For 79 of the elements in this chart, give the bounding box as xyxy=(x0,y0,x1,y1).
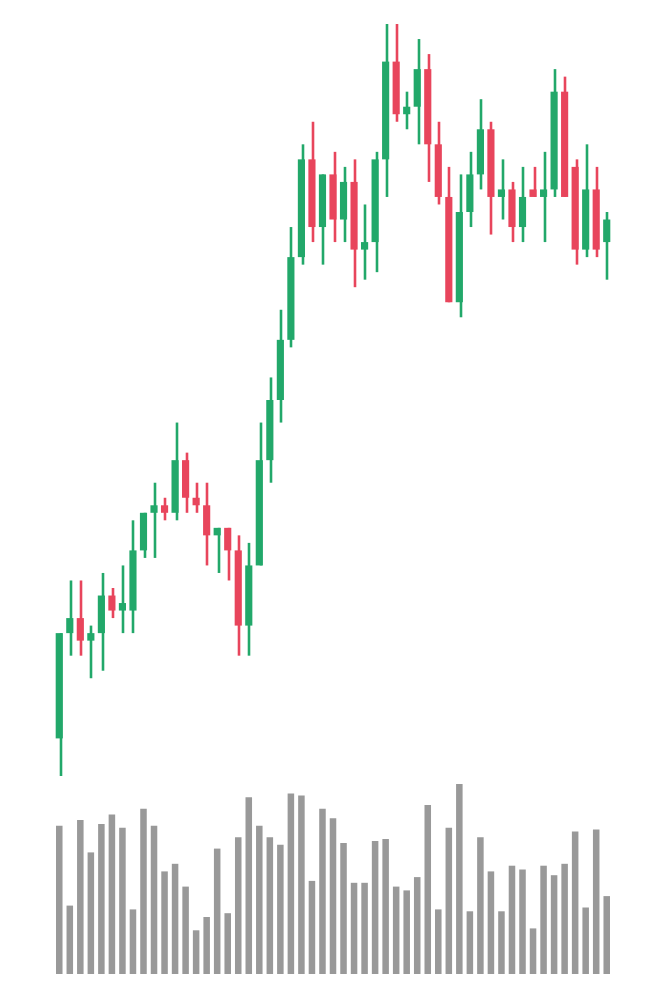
bar xyxy=(245,797,253,974)
bar xyxy=(477,837,484,974)
bar xyxy=(66,905,74,974)
bar xyxy=(435,909,442,974)
bar xyxy=(550,875,558,974)
bar xyxy=(361,882,368,974)
bar xyxy=(424,804,432,974)
bar xyxy=(256,825,263,974)
candlestick xyxy=(508,180,516,244)
bar xyxy=(87,852,95,974)
bar xyxy=(529,928,537,974)
bar xyxy=(340,842,347,974)
candlestick xyxy=(66,579,74,657)
candlestick xyxy=(192,481,200,515)
bar xyxy=(287,793,295,974)
candlestick xyxy=(213,526,221,575)
bar xyxy=(403,890,410,974)
bar xyxy=(56,825,63,974)
bar xyxy=(371,841,379,974)
bar xyxy=(77,820,84,974)
bar xyxy=(182,886,189,974)
bar xyxy=(540,865,547,974)
bar xyxy=(445,827,453,974)
bar xyxy=(329,818,337,974)
bar xyxy=(266,837,274,974)
bar xyxy=(382,839,389,974)
candlestick xyxy=(603,210,611,281)
candlestick xyxy=(139,511,148,560)
candlestick xyxy=(413,37,421,146)
bar xyxy=(508,865,516,974)
bar xyxy=(119,827,126,974)
candlestick xyxy=(108,586,116,620)
candlestick xyxy=(182,451,190,515)
bar xyxy=(234,837,242,974)
candlestick xyxy=(160,496,169,522)
candlestick xyxy=(339,165,348,244)
bar xyxy=(319,808,326,974)
bar xyxy=(203,917,210,974)
candlestick xyxy=(224,526,232,582)
bar xyxy=(140,808,147,974)
candlestick xyxy=(476,97,484,191)
bar xyxy=(592,829,600,974)
bar xyxy=(129,909,137,974)
candlestick xyxy=(361,203,369,281)
bar xyxy=(498,911,505,974)
candlestick xyxy=(539,150,548,244)
bar xyxy=(392,886,400,974)
bar xyxy=(108,814,116,974)
bar xyxy=(298,795,305,974)
bar xyxy=(192,930,200,974)
bar xyxy=(582,907,589,974)
bar xyxy=(350,882,358,974)
bar xyxy=(161,871,168,974)
bar xyxy=(456,784,463,974)
candlestick xyxy=(97,571,105,673)
bar xyxy=(150,825,158,974)
candlestick xyxy=(87,624,95,680)
bar xyxy=(224,913,231,974)
bar xyxy=(277,844,284,974)
bar xyxy=(213,848,221,974)
bar xyxy=(308,880,316,974)
bar xyxy=(98,823,105,974)
candlestick xyxy=(203,481,211,567)
candlestick xyxy=(403,90,411,131)
bar xyxy=(466,911,474,974)
bar xyxy=(171,863,179,974)
candlestick xyxy=(150,481,158,560)
candlestick xyxy=(497,158,506,221)
candlestick xyxy=(76,579,84,657)
candlestick xyxy=(329,150,337,244)
bar xyxy=(413,877,421,974)
bar xyxy=(487,871,495,974)
candlestick xyxy=(518,165,527,244)
candlestick xyxy=(466,150,474,229)
bar xyxy=(603,896,610,974)
bar xyxy=(519,869,526,974)
candlestick xyxy=(529,165,537,199)
bar xyxy=(571,831,579,974)
bar xyxy=(561,863,568,974)
